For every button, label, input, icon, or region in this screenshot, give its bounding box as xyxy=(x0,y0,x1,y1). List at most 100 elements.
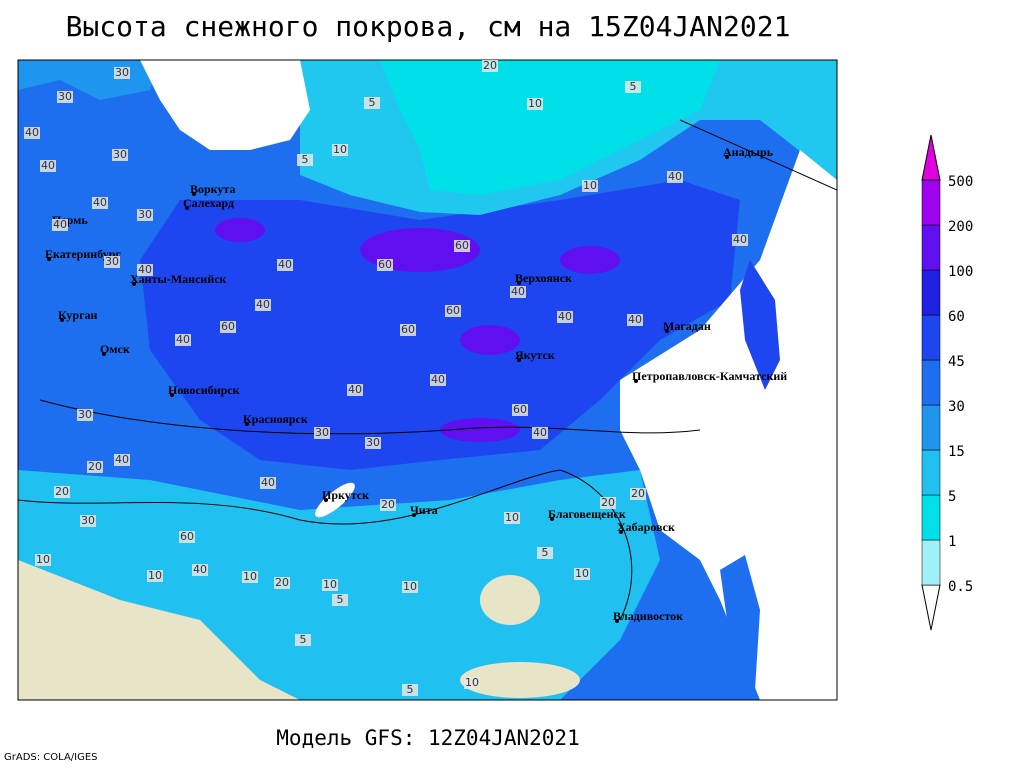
contour-label: 40 xyxy=(733,233,747,246)
city-marker xyxy=(60,318,64,322)
contour-label-bg xyxy=(364,97,380,109)
contour-label-bg xyxy=(179,531,195,543)
city-marker xyxy=(615,619,619,623)
contour-label-bg xyxy=(40,160,56,172)
colorbar-label: 1 xyxy=(948,534,956,550)
contour-label-bg xyxy=(510,286,526,298)
city-marker xyxy=(665,329,669,333)
city-label: Красноярск xyxy=(243,412,308,426)
contour-label: 60 xyxy=(455,239,469,252)
contour-label-bg xyxy=(80,515,96,527)
city-label: Петропавловск-Камчатский xyxy=(632,369,787,383)
city-label: Ханты-Мансийск xyxy=(130,272,227,286)
colorbar-label: 200 xyxy=(948,219,973,235)
colorbar-swatch xyxy=(921,359,941,406)
contour-label: 10 xyxy=(583,179,597,192)
colorbar-label: 60 xyxy=(948,309,965,325)
contour-label-bg xyxy=(52,219,68,231)
city-marker xyxy=(517,358,521,362)
contour-label-bg xyxy=(147,570,163,582)
contour-label-bg xyxy=(322,579,338,591)
contour-label: 40 xyxy=(138,263,152,276)
colorbar-label: 5 xyxy=(948,489,956,505)
contour-label-bg xyxy=(527,98,543,110)
city-label: Хабаровск xyxy=(617,520,675,534)
contour-label: 20 xyxy=(55,485,69,498)
colorbar-triangle xyxy=(921,134,941,181)
colorbar-swatch xyxy=(921,224,941,271)
contour-label-bg xyxy=(104,256,120,268)
city-label: Салехард xyxy=(183,196,234,210)
colorbar-swatch xyxy=(921,269,941,316)
contour-label: 10 xyxy=(465,676,479,689)
contour-label-bg xyxy=(402,581,418,593)
contour-label-bg xyxy=(482,60,498,72)
colorbar-label: 45 xyxy=(948,354,965,370)
contour-label: 10 xyxy=(505,511,519,524)
credit: GrADS: COLA/IGES xyxy=(4,752,98,763)
contour-label: 5 xyxy=(407,683,414,696)
contour-label: 10 xyxy=(403,580,417,593)
contour-label-bg xyxy=(220,321,236,333)
contour-label-bg xyxy=(92,197,108,209)
contour-label-bg xyxy=(297,154,313,166)
contour-label: 20 xyxy=(275,576,289,589)
contour-label: 60 xyxy=(401,323,415,336)
contour-label: 5 xyxy=(300,633,307,646)
city-label: Благовещенск xyxy=(548,507,626,521)
city-marker xyxy=(412,513,416,517)
city-label: Курган xyxy=(58,308,98,322)
contour-label-bg xyxy=(365,437,381,449)
contour-label-bg xyxy=(332,594,348,606)
contour-label: 5 xyxy=(630,80,637,93)
colorbar-label: 30 xyxy=(948,399,965,415)
contour-label: 40 xyxy=(558,310,572,323)
city-marker xyxy=(517,281,521,285)
contour-label-bg xyxy=(574,568,590,580)
contour-label-bg xyxy=(192,564,208,576)
title: Высота снежного покрова, см на 15Z04JAN2… xyxy=(66,10,791,43)
colorbar-swatch xyxy=(921,404,941,451)
contour-label: 40 xyxy=(348,383,362,396)
contour-label: 30 xyxy=(105,255,119,268)
contour-label: 10 xyxy=(333,143,347,156)
contour-label-bg xyxy=(332,144,348,156)
contour-label: 10 xyxy=(528,97,542,110)
contour-label-bg xyxy=(400,324,416,336)
contour-label: 60 xyxy=(378,258,392,271)
contour-label: 30 xyxy=(115,66,129,79)
colorbar-label: 100 xyxy=(948,264,973,280)
contour-label: 20 xyxy=(483,59,497,72)
contour-label-bg xyxy=(54,486,70,498)
contour-label-bg xyxy=(667,171,683,183)
colorbar-swatch xyxy=(921,314,941,361)
contour-label-bg xyxy=(625,81,641,93)
contour-label-bg xyxy=(24,127,40,139)
city-marker xyxy=(245,422,249,426)
contour-label: 60 xyxy=(180,530,194,543)
contour-label-bg xyxy=(260,477,276,489)
contour-label: 40 xyxy=(193,563,207,576)
contour-label: 20 xyxy=(631,487,645,500)
contour-label-bg xyxy=(557,311,573,323)
contour-label: 40 xyxy=(628,313,642,326)
contour-label: 5 xyxy=(542,546,549,559)
contour-label-bg xyxy=(112,149,128,161)
contour-label-bg xyxy=(532,427,548,439)
colorbar-swatch xyxy=(921,449,941,496)
contour-label-bg xyxy=(137,264,153,276)
colorbar-label: 500 xyxy=(948,174,973,190)
contour-label: 20 xyxy=(381,498,395,511)
contour-label-bg xyxy=(175,334,191,346)
contour-label: 40 xyxy=(93,196,107,209)
colorbar-triangle xyxy=(921,584,941,631)
contour-label-bg xyxy=(314,427,330,439)
contour-label-bg xyxy=(242,571,258,583)
colorbar-swatch xyxy=(921,179,941,226)
city-marker xyxy=(102,352,106,356)
contour-label-bg xyxy=(627,314,643,326)
contour-label-bg xyxy=(464,677,480,689)
city-marker xyxy=(185,206,189,210)
contour-label-bg xyxy=(454,240,470,252)
